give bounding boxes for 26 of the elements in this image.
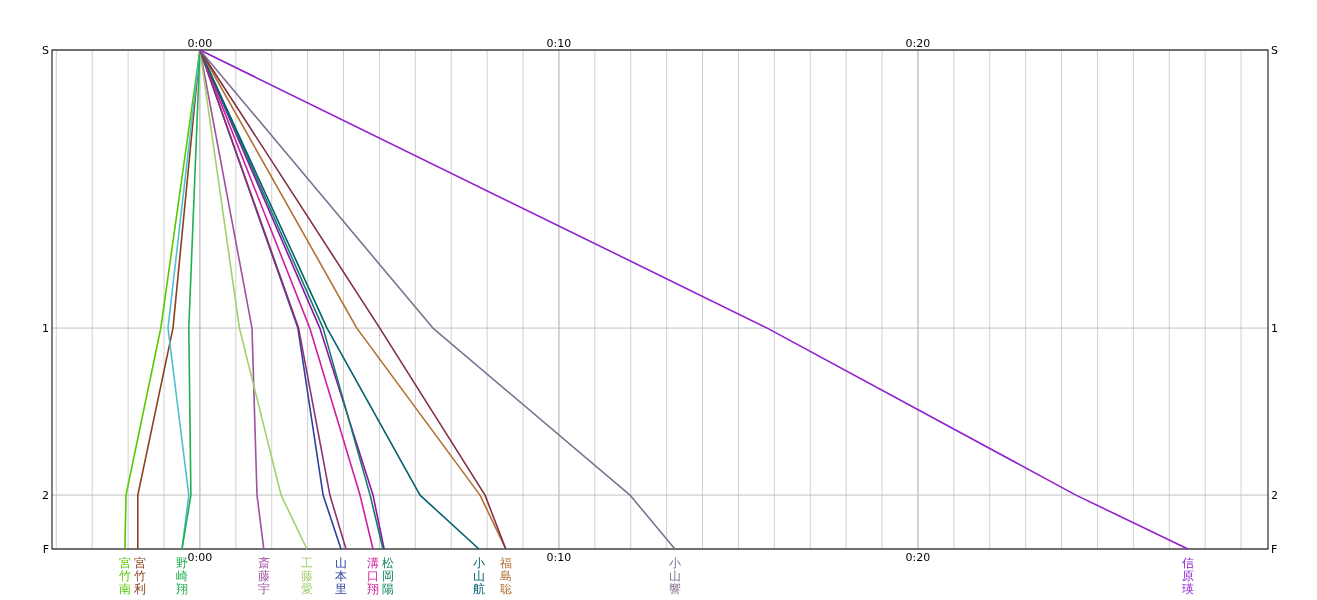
- series-label: 小山響: [668, 556, 681, 596]
- series-label: 小山航: [472, 556, 485, 596]
- series-label: 福島聡: [499, 556, 512, 596]
- x2-tick-label: 0:20: [905, 551, 931, 564]
- x-tick-label: 0:20: [905, 37, 931, 50]
- x2-tick-label: 0:10: [546, 551, 572, 564]
- x2-tick-label: 0:00: [187, 551, 213, 564]
- y-tick-label: 1: [42, 322, 49, 336]
- series-label: 宮竹南: [118, 556, 131, 596]
- x-tick-label: 0:00: [187, 37, 213, 50]
- series-label: 溝口翔: [366, 556, 379, 596]
- series-label: 斎藤宇: [257, 556, 270, 596]
- y2-tick-label: 1: [1271, 322, 1278, 336]
- y-tick-label: 2: [42, 489, 49, 503]
- y-tick-label: S: [42, 44, 50, 57]
- series-label: 松岡陽: [381, 556, 394, 596]
- series-label: 工藤愛: [300, 556, 313, 596]
- y2-tick-label: 2: [1271, 489, 1278, 503]
- series-label: 信原瑛: [1181, 556, 1194, 596]
- series-label: 宮竹利: [133, 556, 146, 596]
- y2-tick-label: F: [1271, 543, 1278, 556]
- y2-tick-label: S: [1271, 44, 1278, 57]
- series-label: 野崎翔: [175, 556, 188, 596]
- x-tick-label: 0:10: [546, 37, 572, 50]
- series-label: 山本里: [335, 556, 348, 596]
- y-tick-label: F: [42, 543, 49, 556]
